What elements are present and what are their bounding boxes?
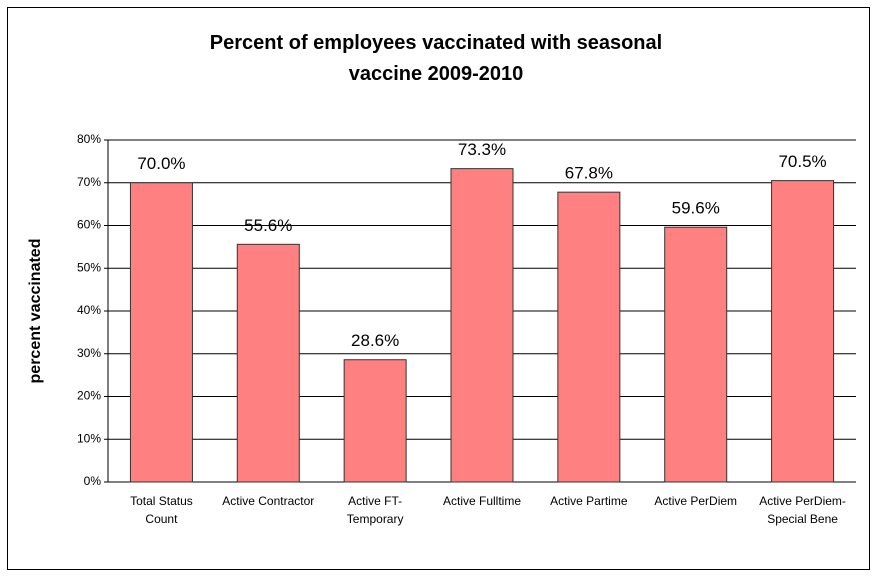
y-tick-label: 40% xyxy=(77,303,101,317)
x-tick-label: Active PerDiem xyxy=(654,494,738,508)
value-label: 59.6% xyxy=(672,199,720,218)
value-label: 55.6% xyxy=(244,216,292,235)
y-tick-label: 70% xyxy=(77,175,101,189)
x-tick-label: Active FT-Temporary xyxy=(346,494,404,526)
y-axis-label: percent vaccinated xyxy=(27,239,44,384)
bar xyxy=(557,191,621,483)
value-label: 73.3% xyxy=(458,140,506,159)
x-tick-label: Total Status Count xyxy=(130,494,193,526)
y-tick-label: 80% xyxy=(77,132,101,146)
bar xyxy=(236,243,300,483)
bar xyxy=(450,168,514,483)
y-tick-label: 10% xyxy=(77,431,101,445)
chart-title: Percent of employees vaccinated with sea… xyxy=(209,32,663,85)
bar xyxy=(771,180,835,483)
bar xyxy=(343,359,407,483)
x-tick-label: Active Partime xyxy=(550,494,628,508)
y-tick-label: 60% xyxy=(77,218,101,232)
x-tick-label: Active PerDiem-Special Bene xyxy=(759,494,846,526)
chart-frame xyxy=(7,7,870,570)
bar xyxy=(664,226,728,483)
value-label: 70.0% xyxy=(137,154,185,173)
y-tick-label: 50% xyxy=(77,260,101,274)
value-label: 28.6% xyxy=(351,331,399,350)
y-tick-label: 20% xyxy=(77,389,101,403)
value-label: 70.5% xyxy=(778,152,826,171)
y-tick-label: 0% xyxy=(84,474,102,488)
bar xyxy=(129,182,193,483)
value-label: 67.8% xyxy=(565,164,613,183)
y-tick-label: 30% xyxy=(77,346,101,360)
x-tick-label: Active Fulltime xyxy=(442,494,522,508)
x-tick-label: Active Contractor xyxy=(222,494,315,508)
